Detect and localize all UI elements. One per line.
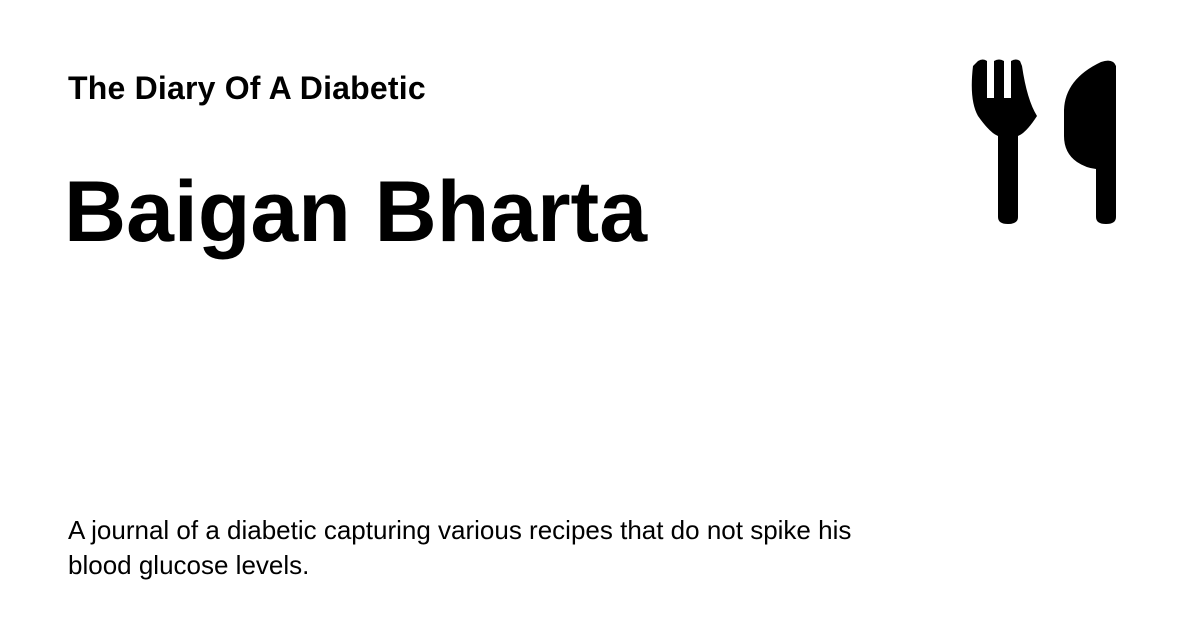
site-description: A journal of a diabetic capturing variou… [68, 515, 852, 580]
fork-and-knife-icon [968, 56, 1120, 228]
site-name: The Diary Of A Diabetic [68, 70, 426, 106]
post-title: Baigan Bharta [64, 164, 648, 260]
